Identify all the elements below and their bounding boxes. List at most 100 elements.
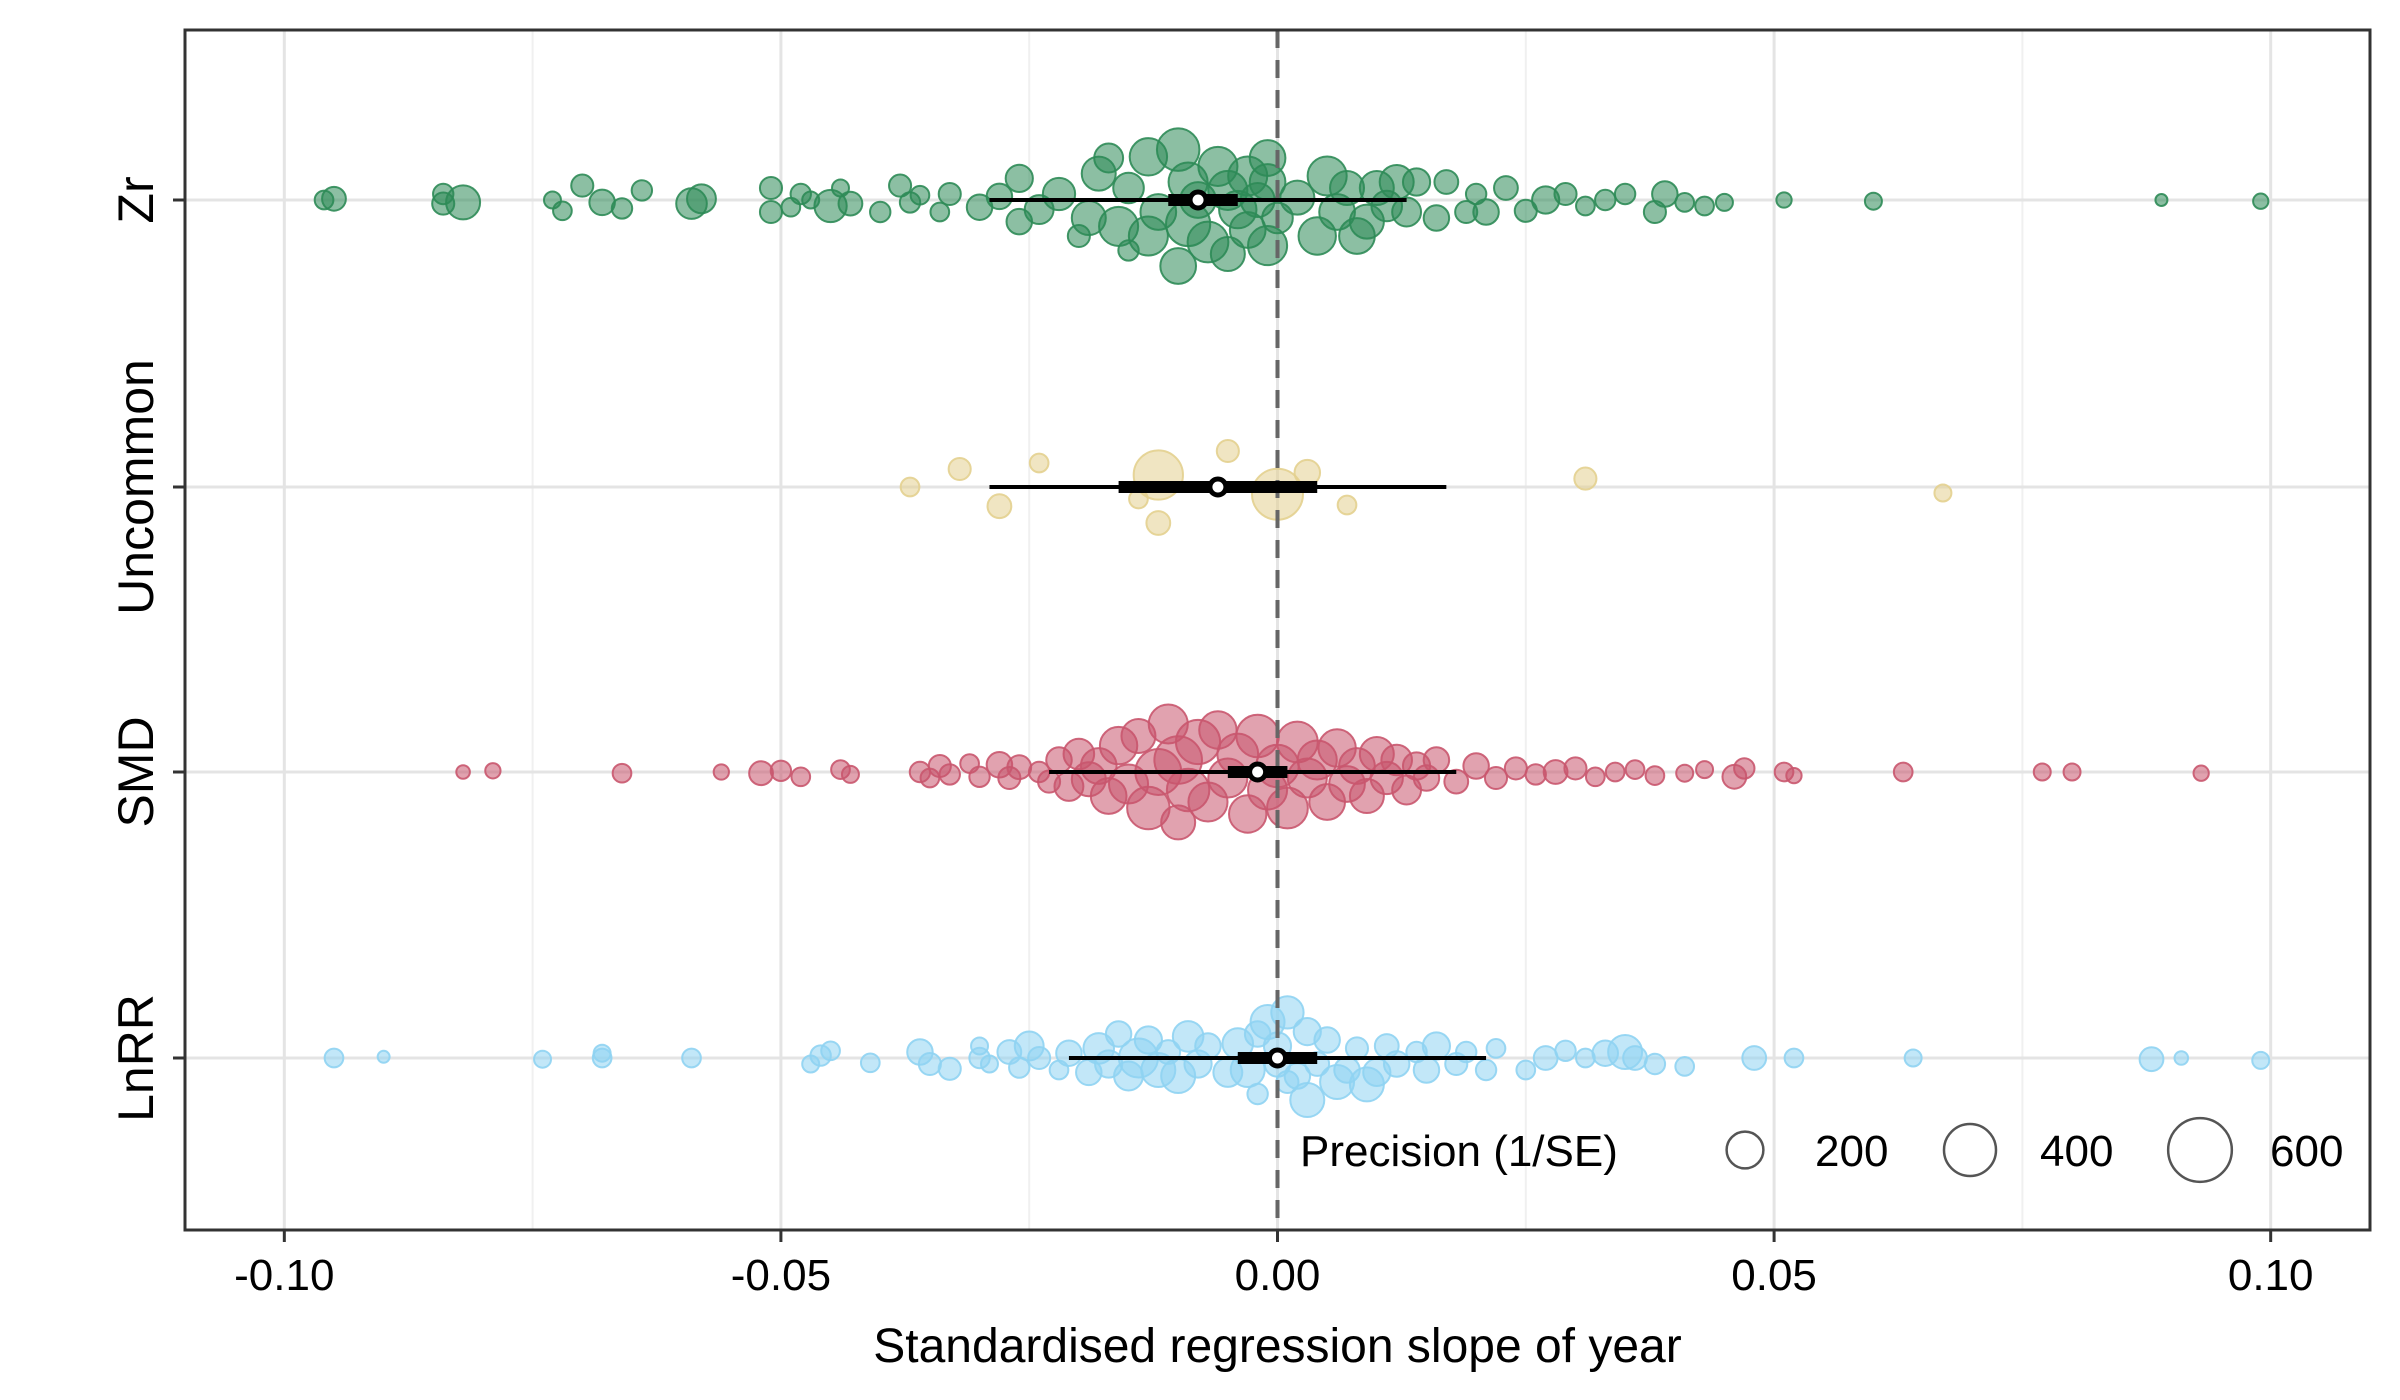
data-point — [2252, 192, 2270, 210]
data-point — [937, 1056, 962, 1081]
data-point — [1093, 142, 1125, 174]
data-point — [947, 456, 972, 482]
x-tick-label: 0.10 — [2228, 1251, 2314, 1300]
data-point — [1055, 1039, 1083, 1067]
data-point — [1028, 452, 1050, 474]
legend-key-label: 600 — [2270, 1127, 2343, 1176]
data-point — [758, 175, 784, 201]
data-point — [1462, 752, 1490, 780]
x-tick-label: -0.05 — [731, 1251, 831, 1300]
data-point — [970, 1036, 990, 1056]
data-point — [1675, 763, 1695, 783]
data-point — [1443, 768, 1470, 795]
mean-estimate — [1247, 761, 1269, 783]
data-point — [630, 179, 654, 202]
data-point — [1159, 247, 1198, 285]
data-point — [1485, 1038, 1507, 1059]
data-point — [840, 764, 860, 784]
data-point — [1145, 510, 1172, 536]
data-point — [1474, 1058, 1498, 1082]
data-point — [1863, 191, 1883, 211]
y-category-label: LnRR — [108, 994, 164, 1122]
data-point — [1643, 1052, 1667, 1076]
data-point — [1313, 1026, 1341, 1054]
data-point — [712, 763, 730, 781]
data-point — [681, 1047, 702, 1069]
data-point — [1027, 1045, 1052, 1071]
data-point — [445, 184, 482, 221]
data-point — [1421, 1031, 1452, 1061]
data-point — [1246, 1082, 1269, 1106]
data-point — [1741, 1045, 1768, 1071]
data-point — [909, 184, 931, 206]
data-point — [1674, 1056, 1696, 1077]
data-point — [758, 199, 784, 225]
data-point — [1422, 204, 1451, 232]
data-point — [1553, 181, 1578, 207]
data-point — [1933, 483, 1953, 503]
data-point — [2138, 1046, 2165, 1073]
data-point — [968, 765, 991, 788]
x-tick-label: 0.00 — [1235, 1251, 1321, 1300]
data-point — [1004, 163, 1034, 193]
data-point — [1695, 760, 1715, 780]
data-point — [533, 1049, 553, 1069]
data-point — [1554, 1039, 1577, 1063]
data-point — [1483, 765, 1509, 791]
data-point — [2251, 1050, 2271, 1070]
data-point — [820, 1040, 841, 1062]
x-tick-label: -0.10 — [234, 1251, 334, 1300]
data-point — [1133, 1025, 1163, 1055]
data-point — [1674, 192, 1696, 213]
data-point — [1785, 766, 1803, 785]
data-point — [917, 1051, 942, 1077]
data-point — [1644, 765, 1666, 786]
data-point — [1472, 198, 1500, 226]
data-point — [1382, 1050, 1411, 1078]
data-point — [1336, 494, 1358, 516]
data-point — [938, 763, 961, 786]
x-axis-title: Standardised regression slope of year — [873, 1320, 1681, 1373]
data-point — [1041, 176, 1077, 212]
series-smd — [455, 703, 2210, 841]
y-category-label: Uncommon — [108, 359, 164, 615]
data-point — [1104, 1020, 1133, 1048]
legend-title: Precision (1/SE) — [1300, 1127, 1618, 1176]
data-point — [376, 1049, 391, 1064]
data-point — [837, 190, 864, 217]
data-point — [888, 173, 913, 198]
data-point — [321, 185, 347, 212]
data-point — [1542, 759, 1569, 785]
data-point — [1422, 746, 1451, 774]
data-point — [869, 200, 892, 224]
data-point — [1112, 171, 1145, 205]
data-point — [1651, 180, 1679, 208]
legend-key-circle — [1942, 1122, 1998, 1178]
data-point — [985, 182, 1014, 211]
data-point — [1903, 1048, 1923, 1068]
legend-key-circle — [1725, 1130, 1765, 1170]
data-point — [484, 762, 502, 780]
data-point — [1503, 756, 1528, 781]
data-point — [986, 493, 1013, 520]
data-point — [2154, 193, 2169, 207]
legend-key-label: 400 — [2040, 1127, 2113, 1176]
data-point — [2032, 762, 2052, 782]
data-point — [1433, 169, 1460, 195]
data-point — [1279, 179, 1316, 216]
data-point — [1493, 175, 1519, 201]
data-point — [1733, 757, 1756, 780]
legend-key-circle — [2166, 1116, 2234, 1184]
data-point — [1412, 1056, 1441, 1084]
data-point — [1622, 1045, 1648, 1071]
data-point — [1575, 195, 1596, 217]
y-category-label: SMD — [108, 716, 164, 827]
data-point — [1594, 188, 1617, 212]
data-point — [748, 760, 774, 787]
data-point — [323, 1047, 345, 1069]
mean-estimate — [1187, 189, 1209, 211]
data-point — [1391, 196, 1423, 228]
data-point — [1584, 766, 1606, 788]
